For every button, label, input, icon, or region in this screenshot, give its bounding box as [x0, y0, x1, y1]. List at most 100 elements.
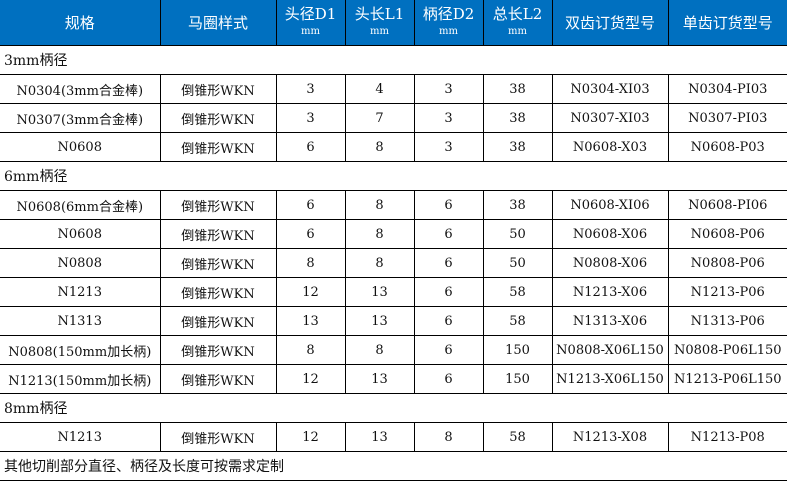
table-cell: 150	[482, 364, 553, 394]
table-cell: 倒锥形WKN	[159, 74, 277, 104]
table-cell: N0307-XI03	[551, 103, 669, 133]
table-cell: 8	[344, 132, 415, 162]
table-cell: 倒锥形WKN	[159, 422, 277, 452]
table-cell: N0808-X06L150	[551, 335, 669, 365]
table-cell: N0608(6mm合金棒)	[0, 190, 161, 220]
table-row: N0307(3mm合金棒) 倒锥形WKN 3 7 3 38 N0307-XI03 N0307-…	[0, 103, 787, 133]
table-cell: 6	[413, 277, 484, 307]
table-cell: N0608	[0, 219, 161, 249]
table-cell: 8	[344, 335, 415, 365]
section-title: 3mm柄径	[0, 45, 787, 75]
table-cell: N0808-P06L150	[667, 335, 787, 365]
table-cell: N0304-XI03	[551, 74, 669, 104]
table-cell: N1213-P06L150	[667, 364, 787, 394]
table-cell: 8	[344, 248, 415, 278]
table-cell: 倒锥形WKN	[159, 219, 277, 249]
column-header: 马圈样式	[159, 0, 277, 46]
table-row: N0608(6mm合金棒) 倒锥形WKN 6 8 6 38 N0608-XI06 N0608-…	[0, 190, 787, 220]
section-row: 6mm柄径	[0, 161, 787, 191]
table-cell: N1213	[0, 277, 161, 307]
column-header: 单齿订货型号	[667, 0, 787, 46]
table-cell: 12	[275, 364, 346, 394]
table-cell: 13	[275, 306, 346, 336]
section-title: 8mm柄径	[0, 393, 787, 423]
table-cell: 50	[482, 219, 553, 249]
table-cell: N0608-P03	[667, 132, 787, 162]
table-row: N1213 倒锥形WKN 12 13 6 58 N1213-X06 N1213-P06	[0, 277, 787, 307]
table-cell: 3	[275, 103, 346, 133]
table-cell: N1213	[0, 422, 161, 452]
table-cell: 13	[344, 364, 415, 394]
table-cell: N1213-X06	[551, 277, 669, 307]
table-cell: 6	[275, 219, 346, 249]
header-label: 双齿订货型号	[564, 13, 655, 32]
table-cell: 6	[413, 306, 484, 336]
table-cell: N0808	[0, 248, 161, 278]
table-cell: 6	[413, 190, 484, 220]
header-label: 规格	[64, 13, 95, 32]
table-cell: N0608-XI06	[551, 190, 669, 220]
table-cell: N1213-P08	[667, 422, 787, 452]
table-cell: 8	[413, 422, 484, 452]
column-header: 柄径D2 mm	[413, 0, 484, 46]
section-title: 6mm柄径	[0, 161, 787, 191]
table-cell: 12	[275, 277, 346, 307]
table-row: N1313 倒锥形WKN 13 13 6 58 N1313-X06 N1313-P06	[0, 306, 787, 336]
table-cell: N0608-PI06	[667, 190, 787, 220]
table-cell: N1213-X06L150	[551, 364, 669, 394]
header-unit: mm	[508, 25, 527, 37]
table-cell: 倒锥形WKN	[159, 132, 277, 162]
table-cell: N0608	[0, 132, 161, 162]
table-cell: 6	[413, 364, 484, 394]
table-cell: 倒锥形WKN	[159, 277, 277, 307]
table-row: N0808 倒锥形WKN 8 8 6 50 N0808-X06 N0808-P06	[0, 248, 787, 278]
header-row: 规格 马圈样式 头径D1 mm 头长L1 mm 柄径D2 mm 总长L2 mm 双齿订货型号 单齿订货…	[0, 0, 787, 46]
table-cell: 7	[344, 103, 415, 133]
table-row: N1213(150mm加长柄) 倒锥形WKN 12 13 6 150 N1213-X06L1…	[0, 364, 787, 394]
table-cell: 8	[275, 248, 346, 278]
footer-row: 其他切削部分直径、柄径及长度可按需求定制	[0, 451, 787, 481]
table-cell: 3	[413, 103, 484, 133]
table-cell: 倒锥形WKN	[159, 364, 277, 394]
header-unit: mm	[301, 25, 320, 37]
table-cell: N1313	[0, 306, 161, 336]
table-cell: 6	[275, 190, 346, 220]
table-cell: 38	[482, 190, 553, 220]
table-cell: 4	[344, 74, 415, 104]
header-unit: mm	[370, 25, 389, 37]
column-header: 总长L2 mm	[482, 0, 553, 46]
header-label: 头长L1	[354, 4, 405, 23]
table-cell: 倒锥形WKN	[159, 306, 277, 336]
table-cell: 6	[413, 335, 484, 365]
table-cell: 12	[275, 422, 346, 452]
table-cell: 38	[482, 74, 553, 104]
header-label: 总长L2	[492, 4, 543, 23]
table-cell: N1213-X08	[551, 422, 669, 452]
table-cell: N1213(150mm加长柄)	[0, 364, 161, 394]
table-cell: 6	[413, 248, 484, 278]
section-row: 3mm柄径	[0, 45, 787, 75]
table-cell: 倒锥形WKN	[159, 248, 277, 278]
column-header: 规格	[0, 0, 161, 46]
table-cell: 8	[275, 335, 346, 365]
header-label: 马圈样式	[187, 13, 248, 32]
table-row: N0608 倒锥形WKN 6 8 3 38 N0608-X03 N0608-P03	[0, 132, 787, 162]
table-cell: N0307(3mm合金棒)	[0, 103, 161, 133]
table-cell: 8	[344, 219, 415, 249]
table-cell: N0307-PI03	[667, 103, 787, 133]
table-cell: N1313-X06	[551, 306, 669, 336]
column-header: 头长L1 mm	[344, 0, 415, 46]
table-cell: 38	[482, 103, 553, 133]
table-cell: N0808-P06	[667, 248, 787, 278]
table-cell: N0608-X06	[551, 219, 669, 249]
column-header: 头径D1 mm	[275, 0, 346, 46]
table-cell: 倒锥形WKN	[159, 335, 277, 365]
table-cell: N1313-P06	[667, 306, 787, 336]
table-cell: N0808(150mm加长柄)	[0, 335, 161, 365]
table-cell: 58	[482, 422, 553, 452]
table-cell: 58	[482, 277, 553, 307]
table-cell: N1213-P06	[667, 277, 787, 307]
table-row: N0304(3mm合金棒) 倒锥形WKN 3 4 3 38 N0304-XI03 N0304-…	[0, 74, 787, 104]
header-label: 柄径D2	[422, 4, 475, 23]
